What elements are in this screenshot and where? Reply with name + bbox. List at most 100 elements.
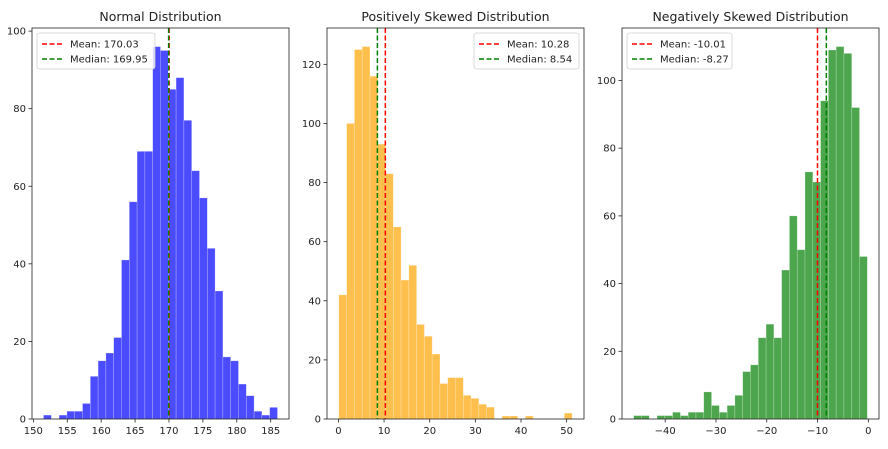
- x-tick-label: 170: [159, 426, 178, 437]
- histogram-bar: [245, 395, 255, 420]
- axes-frame: [326, 27, 585, 420]
- chart-title: Negatively Skewed Distribution: [652, 9, 848, 24]
- histogram-bar: [781, 269, 790, 420]
- x-tick-label: 155: [58, 426, 77, 437]
- histogram-bar: [385, 173, 394, 420]
- y-tick-label: 100: [302, 119, 321, 130]
- histogram-bar: [828, 49, 837, 420]
- x-tick-label: −30: [705, 426, 726, 437]
- histogram-bar: [90, 376, 99, 420]
- histogram-bar: [206, 248, 216, 420]
- legend: Mean: 10.28 Median: 8.54: [473, 32, 580, 70]
- x-tick-label: 165: [126, 426, 145, 437]
- histogram-bar: [58, 414, 68, 420]
- histogram-bar: [43, 414, 52, 420]
- histogram-bar: [470, 398, 480, 420]
- histogram-bar: [719, 411, 728, 420]
- subplot-1: 150 155 160 165 170 175 180 185 0 20 40 60 80 100 Norm…: [7, 9, 290, 437]
- x-tick-label: 30: [469, 426, 482, 437]
- histogram-bar: [486, 406, 495, 420]
- legend-label: Median: -8.27: [660, 55, 729, 66]
- y-tick-label: 40: [308, 296, 321, 307]
- histogram-bar: [338, 294, 347, 420]
- histogram-bar: [377, 143, 386, 420]
- histogram-bar: [230, 360, 239, 420]
- legend-box: [626, 32, 733, 70]
- x-tick-label: 0: [335, 426, 341, 437]
- y-tick-label: 60: [308, 237, 321, 248]
- y-tick-label: 100: [597, 76, 616, 87]
- y-tick-label: 40: [603, 279, 616, 290]
- histogram-bar: [129, 201, 138, 420]
- histogram-bar: [238, 383, 247, 420]
- histogram-bar: [431, 353, 441, 420]
- x-tick-label: 175: [193, 426, 212, 437]
- histogram-bar: [136, 151, 146, 420]
- histogram-bar: [789, 215, 798, 420]
- histogram-bar: [66, 410, 76, 420]
- chart-title: Positively Skewed Distribution: [361, 9, 549, 24]
- x-tick-label: 50: [560, 426, 573, 437]
- x-tick-label: −20: [756, 426, 777, 437]
- histogram-bar: [152, 46, 161, 420]
- histogram-bar: [121, 259, 130, 420]
- histogram-bar: [757, 337, 767, 420]
- histogram-bar: [509, 415, 519, 420]
- histogram-bar: [439, 383, 449, 420]
- histogram-bar: [703, 391, 712, 420]
- x-tick-label: 20: [423, 426, 436, 437]
- histogram-bar: [633, 415, 642, 420]
- axes-frame: [31, 27, 290, 420]
- histogram-bar: [742, 371, 751, 420]
- histogram-bar: [773, 337, 782, 420]
- histogram-bar: [191, 170, 200, 420]
- histogram-bar: [424, 335, 433, 420]
- histogram-bar: [525, 415, 534, 420]
- histogram-bar: [74, 410, 83, 420]
- histogram-bar: [160, 50, 169, 420]
- histogram-bar: [750, 364, 759, 420]
- histogram-bar: [392, 226, 402, 420]
- legend-label: Mean: -10.01: [660, 40, 726, 51]
- y-tick-label: 40: [13, 259, 26, 270]
- y-tick-label: 60: [13, 182, 26, 193]
- histogram-bar: [354, 49, 363, 420]
- x-tick-label: 40: [515, 426, 528, 437]
- histogram-bar: [462, 395, 472, 420]
- histogram-bar: [656, 415, 666, 420]
- histogram-bar: [400, 279, 410, 420]
- legend: Mean: 170.03 Median: 169.95: [36, 32, 156, 70]
- x-tick-label: 150: [24, 426, 43, 437]
- histogram-bar: [447, 377, 456, 420]
- histogram-bar: [199, 197, 208, 420]
- y-tick-label: 80: [603, 144, 616, 155]
- histogram-bar: [680, 415, 689, 420]
- x-tick-label: −40: [655, 426, 676, 437]
- histogram-bar: [346, 123, 355, 420]
- legend-label: Mean: 10.28: [507, 40, 569, 51]
- histogram-bar: [672, 411, 681, 420]
- y-tick-label: 20: [13, 337, 26, 348]
- y-tick-label: 20: [308, 355, 321, 366]
- y-tick-label: 0: [315, 415, 321, 426]
- histogram-bar: [711, 405, 720, 420]
- x-tick-label: 160: [92, 426, 111, 437]
- y-tick-label: 100: [7, 27, 26, 38]
- y-tick-label: 0: [610, 415, 616, 426]
- histogram-bar: [97, 360, 107, 420]
- histogram-bar: [269, 407, 278, 420]
- x-tick-label: 180: [227, 426, 246, 437]
- subplot-3: −40 −30 −20 −10 0 0 20 40 60 80 100 Negatively Skew…: [597, 9, 880, 437]
- histogram-bar: [408, 265, 417, 420]
- histogram-bar: [82, 403, 91, 420]
- axes-frame: [621, 27, 880, 420]
- histogram-bar: [812, 181, 821, 420]
- histogram-bar: [804, 171, 814, 420]
- x-tick-label: 0: [865, 426, 871, 437]
- x-tick-label: 185: [261, 426, 280, 437]
- legend-box: [473, 32, 580, 70]
- histogram-bar: [113, 337, 122, 420]
- histogram-bar: [726, 405, 736, 420]
- histogram-bar: [361, 46, 371, 420]
